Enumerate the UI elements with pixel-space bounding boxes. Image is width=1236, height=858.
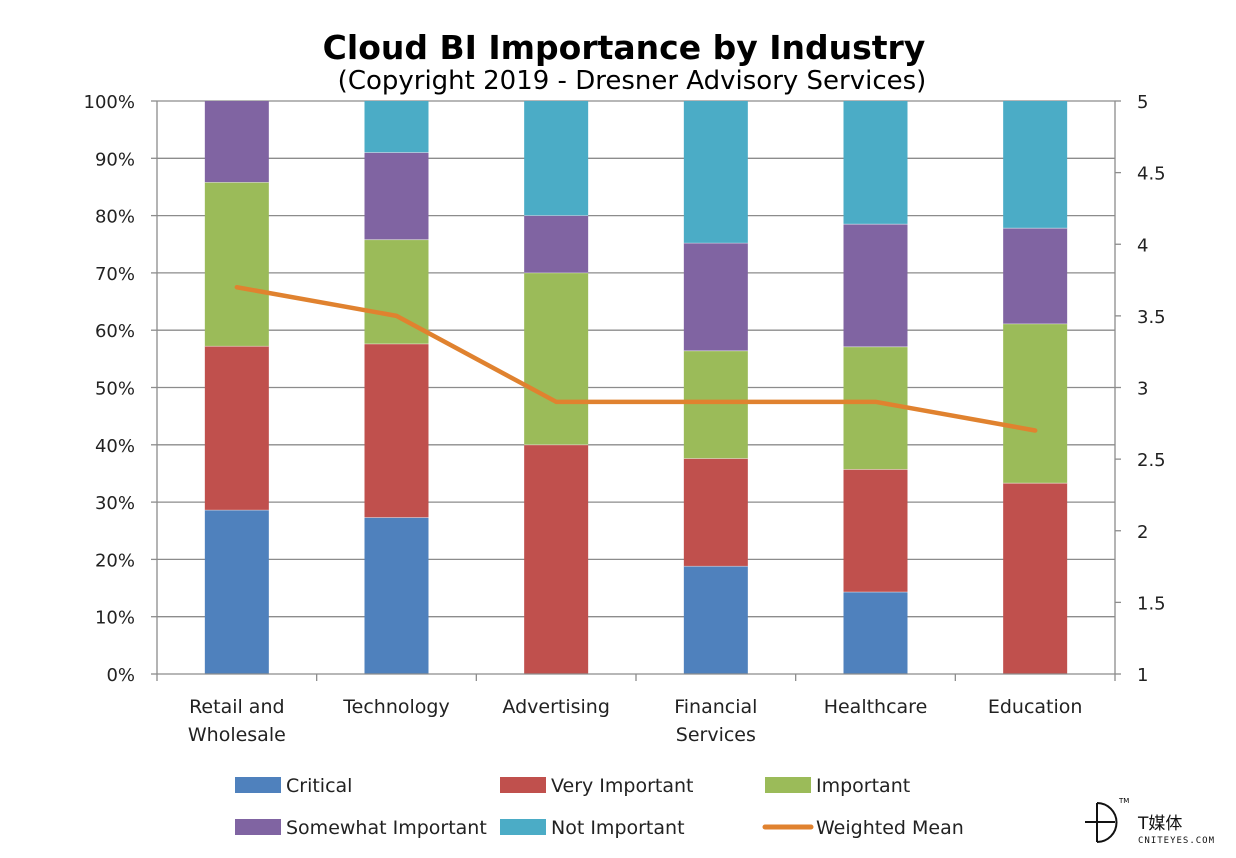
chart-title: Cloud BI Importance by Industry: [323, 28, 926, 67]
chart-subtitle: (Copyright 2019 - Dresner Advisory Servi…: [338, 66, 927, 96]
y-left-tick-label: 20%: [95, 550, 135, 571]
weighted-mean-line-layer: [234, 284, 1038, 433]
legend-label: Very Important: [551, 775, 694, 797]
bar-segment: [1003, 228, 1068, 324]
bar-segment: [524, 444, 589, 674]
legend-swatch: [235, 819, 281, 835]
bar-segment: [364, 101, 429, 153]
legend-label: Weighted Mean: [816, 817, 964, 839]
legend-swatch: [235, 777, 281, 793]
legend-label: Critical: [286, 775, 352, 797]
y-right-tick-label: 3.5: [1137, 307, 1166, 328]
bar-segment: [843, 346, 908, 470]
x-tick-label: Healthcare: [824, 696, 928, 718]
bar-segment: [204, 101, 269, 183]
x-tick-label: Technology: [342, 696, 449, 718]
y-right-tick-label: 2.5: [1137, 450, 1166, 471]
legend-label: Not Important: [551, 817, 685, 839]
bar-segment: [843, 592, 908, 674]
legend-swatch: [500, 777, 546, 793]
bar-segment: [364, 152, 429, 240]
x-tick-label: Wholesale: [188, 724, 286, 746]
bar-segment: [524, 101, 589, 216]
bar-segment: [683, 350, 748, 459]
y-left-tick-label: 70%: [95, 264, 135, 285]
legend-swatch: [500, 819, 546, 835]
gridlines: [157, 100, 1115, 618]
y-right-tick-label: 4: [1137, 235, 1148, 256]
legend: Critical Very Important Important Somewhat …: [235, 775, 964, 839]
x-tick-label: Services: [676, 724, 756, 746]
legend-label: Somewhat Important: [286, 817, 487, 839]
y-left-tick-label: 30%: [95, 493, 135, 514]
watermark: TM T媒体 CNITEYES.COM: [1085, 797, 1215, 846]
y-right-tick-label: 3: [1137, 379, 1148, 400]
bar-segment: [843, 469, 908, 593]
bar-segment: [683, 243, 748, 351]
x-tick-label: Retail and: [189, 696, 284, 718]
bar-segment: [524, 215, 589, 273]
y-right-tick-label: 4.5: [1137, 164, 1166, 185]
y-left-tick-label: 100%: [84, 92, 135, 113]
bar-segment: [683, 101, 748, 244]
y-left-tick-label: 80%: [95, 207, 135, 228]
bar-segment: [1003, 323, 1068, 484]
watermark-logo: TM: [1085, 797, 1129, 843]
x-tick-label: Education: [988, 696, 1083, 718]
bar-segment: [524, 272, 589, 445]
watermark-brand: T媒体: [1137, 814, 1182, 834]
legend-swatch: [765, 777, 811, 793]
y-right-tick-label: 1.5: [1137, 593, 1166, 614]
axes: 0% 10% 20% 30% 40% 50% 60% 70% 80% 90% 100% 1 1.5 2 2.…: [84, 92, 1166, 746]
y-right-tick-label: 2: [1137, 522, 1148, 543]
x-tick-label: Advertising: [502, 696, 609, 718]
watermark-domain: CNITEYES.COM: [1138, 836, 1215, 846]
bar-segment: [364, 343, 429, 518]
bar-segment: [204, 510, 269, 674]
y-left-tick-label: 50%: [95, 379, 135, 400]
bar-segment: [843, 224, 908, 347]
y-left-tick-label: 90%: [95, 149, 135, 170]
bar-segment: [683, 566, 748, 674]
bar-segment: [843, 101, 908, 225]
y-left-tick-label: 40%: [95, 436, 135, 457]
y-left-tick-label: 60%: [95, 321, 135, 342]
bar-segment: [364, 517, 429, 674]
bar-segment: [1003, 101, 1068, 229]
y-right-tick-label: 5: [1137, 92, 1148, 113]
bar-segment: [204, 182, 269, 347]
x-tick-label: Financial: [674, 696, 757, 718]
y-left-tick-label: 10%: [95, 608, 135, 629]
legend-label: Important: [816, 775, 910, 797]
bar-segment: [204, 346, 269, 511]
bar-segment: [683, 458, 748, 567]
y-right-tick-label: 1: [1137, 665, 1148, 686]
bar-segment: [1003, 483, 1068, 674]
bars: [204, 101, 1068, 674]
weighted-mean-line: [234, 284, 1038, 433]
watermark-tm: TM: [1118, 797, 1129, 805]
y-left-tick-label: 0%: [106, 665, 135, 686]
